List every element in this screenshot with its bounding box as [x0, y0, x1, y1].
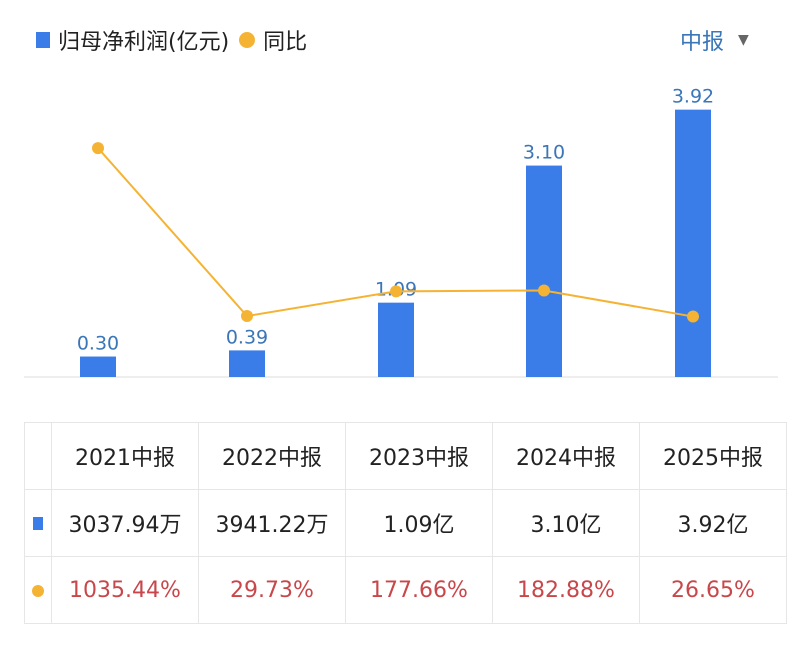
yoy-marker-cell — [24, 556, 52, 624]
yoy-cell: 182.88% — [492, 556, 640, 624]
yoy-point — [538, 284, 550, 297]
profit-marker-cell — [24, 489, 52, 557]
yoy-cell: 29.73% — [198, 556, 346, 624]
bar — [675, 109, 711, 377]
yoy-point — [390, 285, 402, 298]
bar — [229, 350, 265, 377]
profit-cell: 1.09亿 — [345, 489, 493, 557]
profit-cell: 3.10亿 — [492, 489, 640, 557]
line-legend-swatch — [239, 32, 256, 48]
profit-cell: 3941.22万 — [198, 489, 346, 557]
bar-marker-icon — [33, 516, 43, 530]
line-marker-icon — [32, 584, 44, 597]
header-cell: 2022中报 — [198, 422, 346, 490]
yoy-point — [241, 310, 253, 323]
bar-value-label: 3.92 — [672, 86, 714, 108]
bar-legend-swatch — [36, 32, 50, 48]
header-row: 2021中报 2022中报 2023中报 2024中报 2025中报 — [24, 422, 787, 490]
header-cell: 2023中报 — [345, 422, 493, 490]
bar — [378, 302, 414, 377]
yoy-cell: 177.66% — [345, 556, 493, 624]
legend: 归母净利润(亿元) 同比 — [36, 24, 307, 56]
corner-cell — [24, 422, 52, 490]
profit-cell: 3037.94万 — [51, 489, 199, 557]
data-table: 2021中报 2022中报 2023中报 2024中报 2025中报 3037.94万 3… — [24, 422, 787, 624]
legend-profit: 归母净利润(亿元) — [58, 30, 230, 55]
legend-yoy: 同比 — [263, 30, 308, 55]
profit-cell: 3.92亿 — [639, 489, 787, 557]
chart: 0.300.391.093.103.92 — [24, 86, 778, 378]
yoy-cell: 1035.44% — [51, 556, 199, 624]
bar — [526, 165, 562, 377]
yoy-point — [92, 142, 104, 155]
header-cell: 2025中报 — [639, 422, 787, 490]
header-cell: 2021中报 — [51, 422, 199, 490]
period-selector[interactable]: 中报 ▼ — [680, 24, 749, 56]
yoy-row: 1035.44% 29.73% 177.66% 182.88% 26.65% — [24, 556, 787, 624]
yoy-cell: 26.65% — [639, 556, 787, 624]
bar-value-label: 0.39 — [226, 326, 268, 348]
header-cell: 2024中报 — [492, 422, 640, 490]
bar-value-label: 0.30 — [77, 333, 119, 355]
bar-value-label: 3.10 — [523, 142, 565, 164]
triangle-down-icon: ▼ — [738, 32, 749, 48]
profit-row: 3037.94万 3941.22万 1.09亿 3.10亿 3.92亿 — [24, 489, 787, 557]
period-label: 中报 — [680, 30, 725, 55]
bar — [80, 356, 116, 377]
yoy-point — [687, 310, 699, 323]
